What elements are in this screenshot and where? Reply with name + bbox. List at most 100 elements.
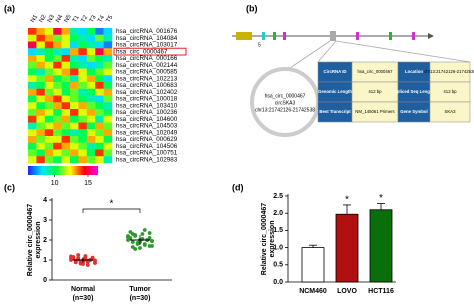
x-tick-label: Tumor — [129, 286, 151, 293]
heat-cell — [53, 55, 62, 62]
circ-label: chr13:21742126-21742538 — [255, 107, 315, 113]
heat-cell — [86, 34, 96, 42]
heat-cell — [28, 41, 37, 49]
heat-cell — [95, 88, 104, 96]
data-point — [138, 246, 142, 250]
heat-cell — [70, 41, 79, 49]
heat-cell — [95, 109, 104, 116]
row-label: hsa_circRNA_104503 — [116, 123, 178, 130]
row-label: hsa_circRNA_000166 — [116, 55, 178, 62]
heat-cell — [28, 115, 37, 123]
heat-cell — [61, 61, 71, 69]
heat-cell — [28, 156, 37, 164]
heat-cell — [103, 136, 113, 143]
colorbar — [28, 166, 98, 175]
heat-cell — [44, 129, 54, 137]
heat-cell — [86, 41, 96, 49]
heat-cell — [86, 142, 96, 150]
heat-cell — [86, 88, 96, 96]
heat-cell — [44, 122, 54, 130]
y-tick-label: 0.0 — [273, 279, 283, 286]
table-text: chr13:21742126-21742538 — [424, 69, 474, 74]
x-tick-sublabel: (n=30) — [130, 295, 151, 302]
heat-cell — [103, 48, 113, 56]
heat-cell — [28, 142, 37, 150]
table-text: Best Transcript — [319, 109, 351, 114]
heat-cell — [78, 115, 87, 123]
y-axis-label: expression — [35, 222, 42, 259]
info-table: CircRNA ID hsa_circ_0000467 Location chr13:… — [317, 61, 474, 123]
heat-cell — [78, 55, 87, 62]
heat-cell — [95, 129, 104, 137]
heat-cell — [36, 68, 45, 76]
heat-cell — [44, 149, 54, 157]
row-label: hsa_circRNA_000629 — [116, 136, 178, 143]
table-cell — [429, 101, 471, 123]
heat-cell — [61, 75, 71, 83]
data-point — [126, 234, 130, 238]
row-label: hsa_circRNA_000585 — [116, 69, 178, 76]
panel-label: (a) — [4, 3, 15, 13]
heat-cell — [103, 28, 113, 35]
heat-cell — [28, 102, 37, 110]
heat-cell — [86, 122, 96, 130]
colorbar-label: 10 — [51, 180, 59, 187]
heat-cell — [78, 68, 87, 76]
heat-cell — [28, 129, 37, 137]
heat-cell — [28, 149, 37, 157]
heat-cell — [44, 109, 54, 116]
significance-label: * — [345, 195, 349, 206]
heat-cell — [36, 88, 45, 96]
heat-cell — [95, 122, 104, 130]
heat-cell — [86, 68, 96, 76]
heat-cell — [36, 48, 45, 56]
heat-cell — [78, 129, 87, 137]
heat-cell — [61, 82, 71, 89]
column-label: T2 — [81, 14, 90, 24]
heat-cell — [61, 136, 71, 143]
heat-cell — [28, 109, 37, 116]
heat-cell — [78, 109, 87, 116]
heat-cell — [44, 55, 54, 62]
heat-cell — [53, 109, 62, 116]
heat-cell — [53, 61, 62, 69]
heat-cell — [36, 122, 45, 130]
table-text: NM_145061 Primers — [355, 109, 394, 114]
heat-cell — [95, 48, 104, 56]
heat-cell — [78, 82, 87, 89]
heat-cell — [36, 75, 45, 83]
y-tick-label: 0 — [43, 277, 47, 284]
data-point — [130, 240, 135, 244]
heat-cell — [86, 82, 96, 89]
exon-label: 5 — [258, 42, 261, 48]
heat-cell — [103, 88, 113, 96]
row-label: hsa_circRNA_103017 — [116, 42, 178, 49]
heat-cell — [44, 28, 54, 35]
heat-cell — [70, 75, 79, 83]
heat-cell — [95, 156, 104, 164]
heat-cell — [103, 75, 113, 83]
heat-cell — [78, 149, 87, 157]
heat-cell — [53, 156, 62, 164]
heat-cell — [103, 115, 113, 123]
heat-cell — [78, 61, 87, 69]
y-axis-label: expression — [269, 221, 276, 258]
heat-cell — [44, 88, 54, 96]
row-label: hsa_circRNA_002144 — [116, 62, 178, 69]
heat-cell — [28, 68, 37, 76]
row-label: hsa_circRNA_104084 — [116, 35, 178, 42]
heat-cell — [103, 68, 113, 76]
heat-cell — [95, 34, 104, 42]
heat-cell — [86, 48, 96, 56]
x-tick-label: HCT116 — [368, 288, 394, 295]
row-label: hsa_circRNA_103410 — [116, 102, 178, 109]
heat-cell — [44, 156, 54, 164]
panel-label: (b) — [246, 3, 258, 13]
data-point — [78, 261, 83, 266]
heat-cell — [53, 115, 62, 123]
heat-cell — [44, 41, 54, 49]
x-tick-label: Normal — [71, 286, 95, 293]
heat-cell — [103, 61, 113, 69]
heat-cell — [61, 34, 71, 42]
y-tick-label: 4 — [43, 197, 47, 204]
